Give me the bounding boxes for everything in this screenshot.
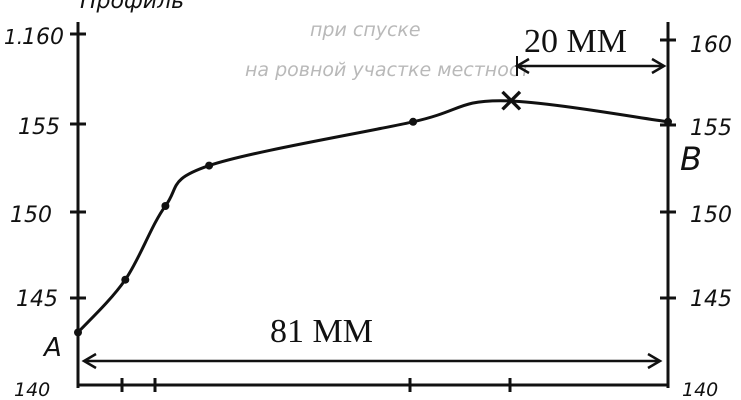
measurement-segment: 20 MM xyxy=(514,23,667,76)
right-tick-label-160: 160 xyxy=(690,33,732,58)
profile-point xyxy=(664,117,672,126)
profile-point xyxy=(409,117,418,126)
arrowhead-right xyxy=(651,57,667,75)
measure-label-total: 81 MM xyxy=(270,313,373,350)
right-tick-label-150: 150 xyxy=(690,203,732,228)
measurement-total: 81 MM xyxy=(81,313,663,370)
left-axis-ticks: 160 155 150 145 140 xyxy=(10,25,86,400)
left-tick-label-140: 140 xyxy=(14,379,50,400)
profile-points xyxy=(74,117,672,337)
bleed-text-line2: на ровной участке местност xyxy=(245,59,531,81)
right-tick-label-140: 140 xyxy=(682,379,718,400)
peak-marker: ✕ xyxy=(497,82,526,122)
header-fragment: Профиль xyxy=(80,0,184,14)
left-tick-label-145: 145 xyxy=(16,287,58,312)
axis-marker: 1. xyxy=(4,25,23,49)
point-label-b: B xyxy=(680,140,702,178)
profile-point xyxy=(74,328,82,337)
bottom-ticks xyxy=(120,378,512,392)
right-tick-label-155: 155 xyxy=(690,116,732,141)
measure-label-segment: 20 MM xyxy=(524,23,627,60)
left-tick-label-155: 155 xyxy=(18,115,60,140)
profile-point xyxy=(121,275,130,284)
left-tick-label-160: 160 xyxy=(22,25,64,50)
left-tick-label-150: 150 xyxy=(10,203,52,228)
bleed-text-line1: при спуске xyxy=(310,19,421,41)
profile-line xyxy=(76,99,670,334)
right-axis-ticks: 160 155 150 145 140 xyxy=(660,33,732,400)
point-label-a: A xyxy=(42,333,62,363)
arrowhead-left xyxy=(81,352,97,370)
profile-point xyxy=(205,161,214,170)
arrowhead-right xyxy=(647,352,663,370)
right-tick-label-145: 145 xyxy=(690,287,732,312)
profile-point xyxy=(161,202,170,210)
